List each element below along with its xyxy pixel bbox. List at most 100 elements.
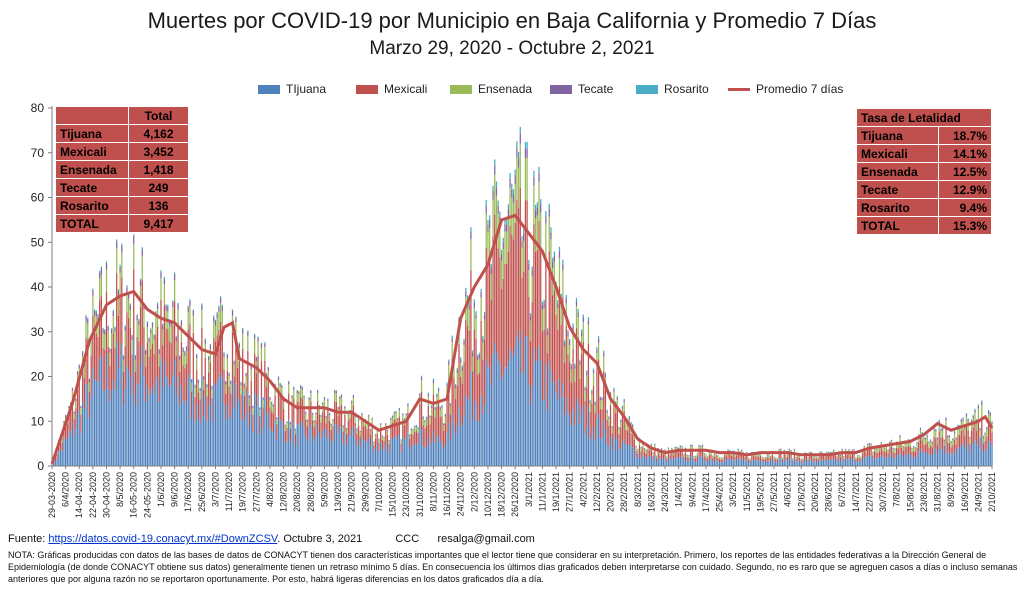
bar-segment xyxy=(410,445,412,466)
bar-segment xyxy=(398,408,401,411)
bar-segment xyxy=(809,459,811,466)
bar-segment xyxy=(844,453,847,459)
bar-segment xyxy=(87,384,89,466)
bar-segment xyxy=(509,348,511,466)
bar-segment xyxy=(466,397,469,466)
bar-segment xyxy=(109,352,111,366)
bar-segment xyxy=(216,312,218,314)
x-tick-label: 31/8/2021 xyxy=(933,472,943,512)
bar-segment xyxy=(383,436,385,438)
bar-segment xyxy=(683,457,685,461)
bar-segment xyxy=(271,404,273,412)
bar-segment xyxy=(197,380,200,383)
bar-segment xyxy=(153,339,155,354)
bar-segment xyxy=(150,328,152,330)
source-link[interactable]: https://datos.covid-19.conacyt.mx/#DownZ… xyxy=(48,533,278,545)
bar-segment xyxy=(255,405,257,466)
bar-segment xyxy=(596,368,598,419)
bar-segment xyxy=(863,446,865,448)
x-tick-label: 16-05-2020 xyxy=(129,472,139,518)
bar-segment xyxy=(737,449,739,454)
bar-segment xyxy=(826,451,828,453)
bar-segment xyxy=(478,354,481,359)
bar-segment xyxy=(489,215,491,221)
bar-segment xyxy=(78,365,80,369)
bar-segment xyxy=(323,399,326,408)
bar-segment xyxy=(718,459,721,463)
bar-segment xyxy=(550,370,552,466)
bar-segment xyxy=(897,455,899,466)
bar-segment xyxy=(492,236,494,354)
bar-segment xyxy=(352,394,355,396)
bar-segment xyxy=(867,449,869,456)
y-tick-label: 50 xyxy=(31,235,45,249)
bar-segment xyxy=(616,408,618,439)
bar-segment xyxy=(766,454,768,455)
bar-segment xyxy=(189,305,191,325)
bar-segment xyxy=(601,438,603,466)
bar-segment xyxy=(448,423,450,466)
bar-segment xyxy=(555,315,557,393)
bar-segment xyxy=(729,458,731,466)
bar-segment xyxy=(250,410,252,466)
bar-segment xyxy=(981,400,983,402)
x-tick-label: 4/6/2021 xyxy=(783,472,793,507)
x-tick-label: 8/3/2021 xyxy=(633,472,643,507)
bar-segment xyxy=(265,373,268,374)
bar-segment xyxy=(536,249,538,361)
bar-segment xyxy=(156,304,159,309)
bar-segment xyxy=(659,455,661,460)
bar-segment xyxy=(689,446,692,451)
bar-segment xyxy=(655,455,658,457)
bar-segment xyxy=(567,336,569,355)
bar-segment xyxy=(444,414,446,417)
bar-segment xyxy=(950,442,952,448)
bar-segment xyxy=(882,456,884,466)
bar-segment xyxy=(466,326,469,398)
bar-segment xyxy=(288,381,290,385)
bar-segment xyxy=(913,447,915,451)
bar-segment xyxy=(334,389,336,391)
bar-segment xyxy=(456,426,458,466)
bar-segment xyxy=(75,398,77,400)
bar-segment xyxy=(259,407,261,408)
bar-segment xyxy=(136,337,138,383)
bar-segment xyxy=(153,353,155,394)
bar-segment xyxy=(926,436,928,443)
legend-item-tecate: Tecate xyxy=(550,82,613,96)
bar-segment xyxy=(155,334,157,381)
bar-segment xyxy=(502,374,504,466)
bar-segment xyxy=(669,455,671,460)
bar-segment xyxy=(114,332,116,348)
bar-segment xyxy=(371,439,373,466)
bar-segment xyxy=(182,365,184,401)
bar-segment xyxy=(875,457,877,466)
bar-segment xyxy=(460,362,462,377)
bar-segment xyxy=(121,243,123,247)
bar-segment xyxy=(832,453,835,459)
x-tick-label: 22-04-2020 xyxy=(88,472,98,518)
lethality-table: Tasa de Letalidad Tijuana 18.7% Mexicali 1… xyxy=(856,108,993,235)
bar-segment xyxy=(179,371,181,406)
bar-segment xyxy=(918,436,920,443)
bar-segment xyxy=(507,209,510,218)
bar-segment xyxy=(119,264,121,267)
bar-segment xyxy=(449,406,452,415)
bar-segment xyxy=(134,355,137,357)
bar-segment xyxy=(715,453,717,456)
bar-segment xyxy=(281,388,283,397)
bar-segment xyxy=(543,399,545,466)
bar-segment xyxy=(599,400,601,410)
bar-segment xyxy=(821,451,823,453)
bar-segment xyxy=(930,445,932,454)
bar-segment xyxy=(497,248,499,360)
bar-segment xyxy=(620,419,622,421)
bar-segment xyxy=(184,368,186,403)
bar-segment xyxy=(780,448,782,450)
bar-segment xyxy=(478,358,481,374)
bar-segment xyxy=(380,424,382,430)
bar-segment xyxy=(156,326,159,377)
bar-segment xyxy=(584,434,586,466)
bar-segment xyxy=(628,416,630,418)
bar-segment xyxy=(725,456,727,461)
